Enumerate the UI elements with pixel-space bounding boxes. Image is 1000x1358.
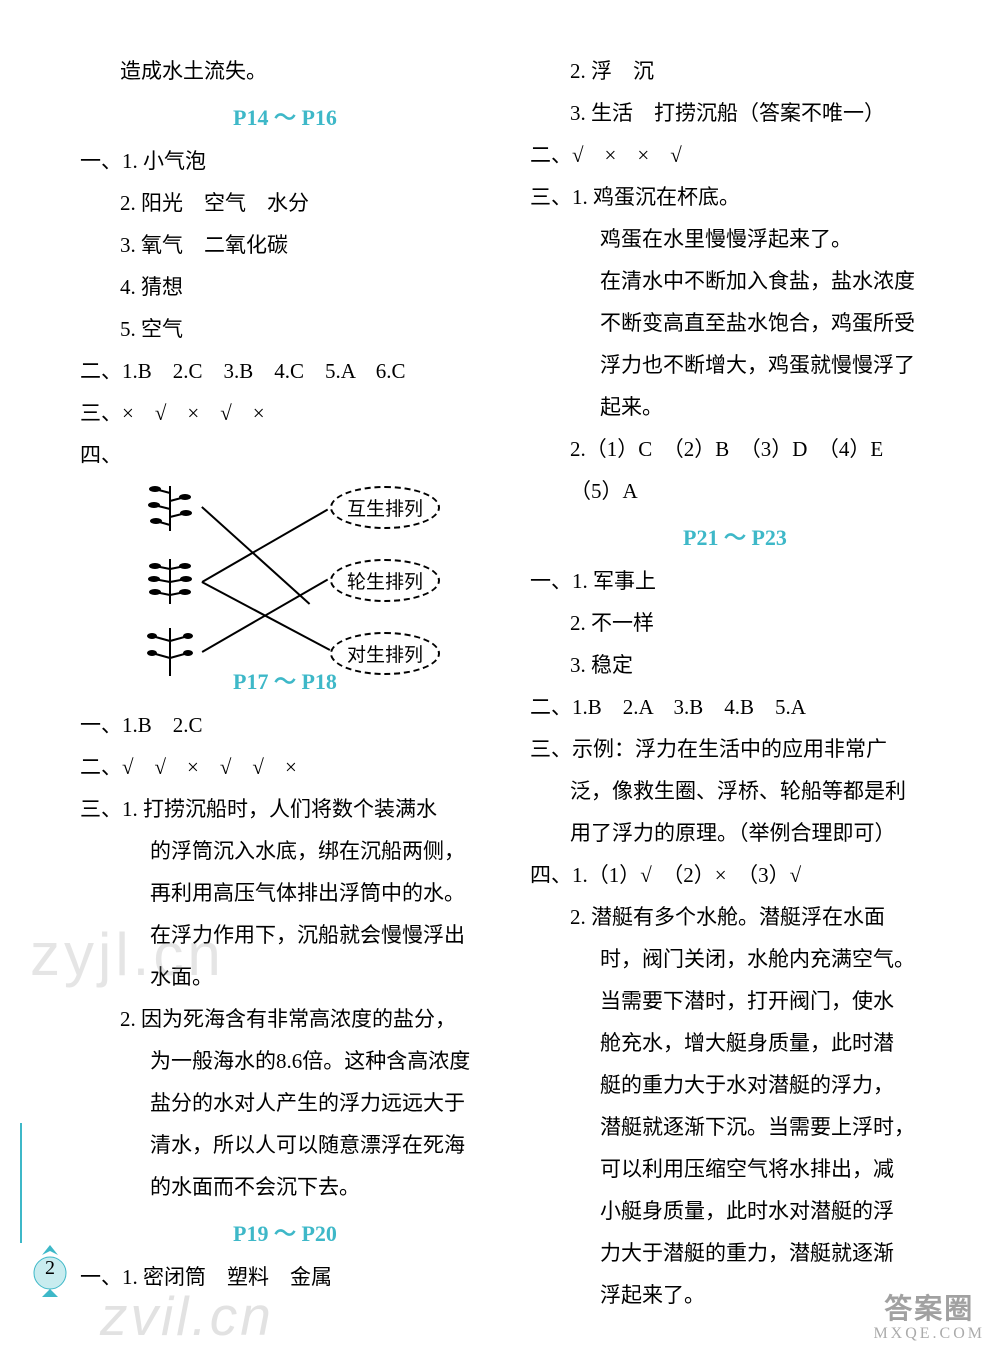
answer-text: 在清水中不断加入食盐，盐水浓度 — [530, 260, 940, 302]
answer-text: 当需要下潜时，打开阀门，使水 — [530, 980, 940, 1022]
diagram-label: 轮生排列 — [330, 559, 440, 602]
answer-text: 清水，所以人可以随意漂浮在死海 — [80, 1124, 490, 1166]
page-number: 2 — [45, 1257, 55, 1280]
answer-text: 1. 军事上 — [572, 569, 656, 593]
answer-text: 2. 潜艇有多个水舱。潜艇浮在水面 — [530, 896, 940, 938]
answer-text: 三、1. 鸡蛋沉在杯底。 — [530, 176, 940, 218]
answer-row: 一、1. 小气泡 — [80, 140, 490, 182]
answer-text: 小艇身质量，此时水对潜艇的浮 — [530, 1190, 940, 1232]
answer-text: 可以利用压缩空气将水排出，减 — [530, 1148, 940, 1190]
answer-text: 四、1.（1）√ （2）× （3）√ — [530, 854, 940, 896]
section-label: 一、 — [530, 569, 572, 593]
two-column-layout: 造成水土流失。 P14 ～ P16 一、1. 小气泡 2. 阳光 空气 水分 3… — [80, 50, 940, 1298]
diagram-label: 对生排列 — [330, 632, 440, 675]
answer-text: 力大于潜艇的重力，潜艇就逐渐 — [530, 1232, 940, 1274]
answer-text: 二、√ × × √ — [530, 134, 940, 176]
answer-text: 三、示例：浮力在生活中的应用非常广 — [530, 728, 940, 770]
section-label: 一、 — [80, 149, 122, 173]
answer-text: 3. 稳定 — [530, 644, 940, 686]
left-column: 造成水土流失。 P14 ～ P16 一、1. 小气泡 2. 阳光 空气 水分 3… — [80, 50, 490, 1298]
answer-text: 用了浮力的原理。（举例合理即可） — [530, 812, 940, 854]
answer-text: 盐分的水对人产生的浮力远远大于 — [80, 1082, 490, 1124]
answer-text: 二、1.B 2.A 3.B 4.B 5.A — [530, 686, 940, 728]
continuation-text: 造成水土流失。 — [80, 50, 490, 92]
answer-text: 的水面而不会沉下去。 — [80, 1166, 490, 1208]
answer-text: 鸡蛋在水里慢慢浮起来了。 — [530, 218, 940, 260]
right-column: 2. 浮 沉 3. 生活 打捞沉船（答案不唯一） 二、√ × × √ 三、1. … — [530, 50, 940, 1298]
answer-text: 2. 浮 沉 — [530, 50, 940, 92]
answer-text: 2. 阳光 空气 水分 — [80, 182, 490, 224]
answer-text: 再利用高压气体排出浮筒中的水。 — [80, 872, 490, 914]
answer-text: 四、 — [80, 434, 490, 476]
answer-text: 水面。 — [80, 956, 490, 998]
section-heading-p14-p16: P14 ～ P16 — [80, 92, 490, 140]
source-stamp: 答案圈 MXQE.COM — [873, 1287, 985, 1343]
answer-text: 三、× √ × √ × — [80, 392, 490, 434]
answer-text: 舱充水，增大艇身质量，此时潜 — [530, 1022, 940, 1064]
answer-text: 三、1. 打捞沉船时，人们将数个装满水 — [80, 788, 490, 830]
plant-icon — [140, 554, 200, 609]
answer-text: 二、√ √ × √ √ × — [80, 746, 490, 788]
answer-text: 艇的重力大于水对潜艇的浮力， — [530, 1064, 940, 1106]
answer-text: （5）A — [530, 470, 940, 512]
answer-text: 1. 小气泡 — [122, 149, 206, 173]
answer-text: 的浮筒沉入水底，绑在沉船两侧， — [80, 830, 490, 872]
connector-line — [202, 509, 328, 583]
answer-text: 时，阀门关闭，水舱内充满空气。 — [530, 938, 940, 980]
section-heading-p21-p23: P21 ～ P23 — [530, 512, 940, 560]
margin-decoration — [20, 1123, 22, 1243]
answer-text: 起来。 — [530, 386, 940, 428]
diagram-label: 互生排列 — [330, 486, 440, 529]
answer-text: 泛，像救生圈、浮桥、轮船等都是利 — [530, 770, 940, 812]
plant-icon — [140, 481, 200, 536]
answer-text: 潜艇就逐渐下沉。当需要上浮时， — [530, 1106, 940, 1148]
page-content: 造成水土流失。 P14 ～ P16 一、1. 小气泡 2. 阳光 空气 水分 3… — [0, 0, 1000, 1358]
answer-text: 一、1.B 2.C — [80, 704, 490, 746]
answer-text: 不断变高直至盐水饱合，鸡蛋所受 — [530, 302, 940, 344]
connector-line — [202, 579, 328, 653]
answer-text: 在浮力作用下，沉船就会慢慢浮出 — [80, 914, 490, 956]
stamp-title: 答案圈 — [873, 1287, 985, 1327]
answer-text: 3. 氧气 二氧化碳 — [80, 224, 490, 266]
answer-text: 为一般海水的8.6倍。这种含高浓度 — [80, 1040, 490, 1082]
plant-icon — [140, 626, 200, 681]
answer-text: 浮力也不断增大，鸡蛋就慢慢浮了 — [530, 344, 940, 386]
answer-row: 一、1. 军事上 — [530, 560, 940, 602]
answer-text: 4. 猜想 — [80, 266, 490, 308]
section-heading-p19-p20: P19 ～ P20 — [80, 1208, 490, 1256]
answer-text: 二、1.B 2.C 3.B 4.C 5.A 6.C — [80, 350, 490, 392]
answer-text: 2. 因为死海含有非常高浓度的盐分， — [80, 998, 490, 1040]
stamp-url: MXQE.COM — [873, 1325, 985, 1343]
answer-text: 一、1. 密闭筒 塑料 金属 — [80, 1256, 490, 1298]
plant-matching-diagram: 互生排列 轮生排列 对生排列 — [140, 476, 460, 656]
answer-text: 3. 生活 打捞沉船（答案不唯一） — [530, 92, 940, 134]
answer-text: 2. 不一样 — [530, 602, 940, 644]
answer-text: 5. 空气 — [80, 308, 490, 350]
answer-text: 2.（1）C （2）B （3）D （4）E — [530, 428, 940, 470]
